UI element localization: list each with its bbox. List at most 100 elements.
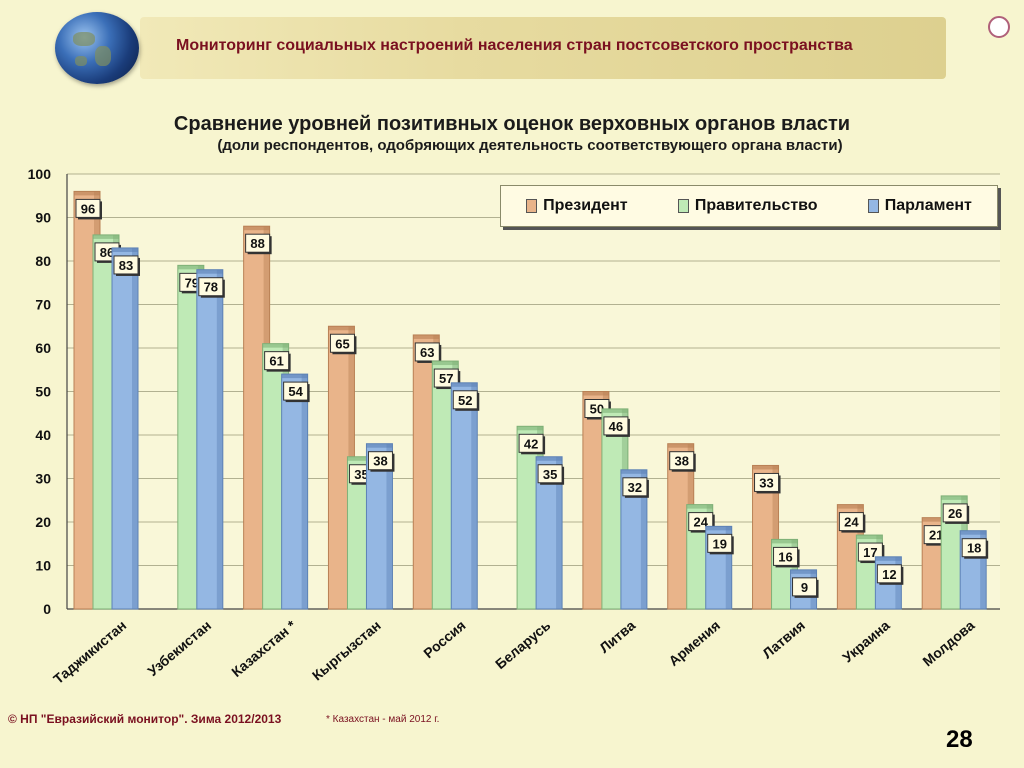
y-tick-label: 0 xyxy=(43,601,51,617)
x-tick-label: Казахстан * xyxy=(228,617,299,680)
data-label: 42 xyxy=(524,436,538,451)
bar-top xyxy=(451,382,478,387)
data-label: 24 xyxy=(844,515,859,530)
bar-top xyxy=(177,265,204,270)
legend-label: Президент xyxy=(543,197,628,214)
data-label: 88 xyxy=(250,236,264,251)
data-label-box xyxy=(603,416,629,436)
legend-label: Правительство xyxy=(694,197,818,214)
bar-top xyxy=(601,408,628,413)
bar-top xyxy=(837,504,864,509)
bar-top xyxy=(196,269,223,274)
data-label-box xyxy=(518,433,544,453)
bar-shade xyxy=(980,530,987,609)
data-label: 63 xyxy=(420,345,434,360)
bar-top xyxy=(281,374,308,379)
data-label-box xyxy=(329,333,355,353)
bar-top xyxy=(667,443,694,448)
bar-top xyxy=(262,343,289,348)
x-tick-label: Таджикистан xyxy=(50,617,129,687)
bar-shade xyxy=(132,247,138,609)
x-tick-label: Украина xyxy=(839,617,893,666)
bar-top xyxy=(328,326,355,331)
data-label: 35 xyxy=(354,467,368,482)
legend-swatch xyxy=(677,199,689,213)
data-label: 38 xyxy=(373,454,387,469)
bar-shade xyxy=(556,456,563,609)
y-tick-label: 20 xyxy=(35,514,51,530)
data-label: 83 xyxy=(119,258,133,273)
bar-top xyxy=(620,469,647,474)
bar-top xyxy=(922,517,949,522)
bar-shade xyxy=(216,269,223,609)
data-label: 52 xyxy=(458,393,472,408)
x-tick-label: Молдова xyxy=(919,617,977,670)
y-tick-label: 40 xyxy=(35,427,51,443)
data-label: 38 xyxy=(674,454,688,469)
data-label-box xyxy=(75,198,101,218)
data-label: 32 xyxy=(628,480,642,495)
data-label: 17 xyxy=(863,545,877,560)
data-label: 16 xyxy=(778,549,792,564)
y-tick-label: 80 xyxy=(35,253,51,269)
data-label: 57 xyxy=(439,371,453,386)
legend-swatch xyxy=(867,199,879,213)
data-label: 54 xyxy=(288,384,303,399)
copyright-text: © НП "Евразийский монитор". Зима 2012/20… xyxy=(8,712,282,726)
bar-top xyxy=(856,535,883,540)
bar-top xyxy=(960,530,987,535)
bar-shade xyxy=(772,465,779,609)
data-label-box xyxy=(792,577,818,597)
data-label-box xyxy=(537,464,563,484)
chart-subtitle: (доли респондентов, одобряющих деятельно… xyxy=(217,137,843,154)
data-label-box xyxy=(245,233,271,253)
legend-item: Правительство xyxy=(677,197,818,215)
bar-top xyxy=(875,556,902,561)
data-label: 96 xyxy=(81,201,95,216)
header-title: Мониторинг социальных настроений населен… xyxy=(176,37,853,54)
bar-top xyxy=(347,456,374,461)
bar-top xyxy=(582,391,609,396)
data-label: 18 xyxy=(967,541,981,556)
bar xyxy=(111,247,139,610)
data-label: 26 xyxy=(948,506,962,521)
data-label: 19 xyxy=(712,536,726,551)
data-label: 33 xyxy=(759,475,773,490)
bar-top xyxy=(790,569,817,574)
y-tick-label: 60 xyxy=(35,340,51,356)
bar-shade xyxy=(471,382,478,609)
bar-top xyxy=(93,234,119,239)
data-label: 78 xyxy=(204,280,218,295)
bar-top xyxy=(366,443,393,448)
data-label-box xyxy=(452,390,478,410)
bar-top xyxy=(517,426,544,431)
globe-icon xyxy=(55,12,139,84)
data-label: 61 xyxy=(269,354,283,369)
y-tick-label: 10 xyxy=(35,558,51,574)
data-label-box xyxy=(264,351,290,371)
bar-top xyxy=(752,465,779,470)
data-label-box xyxy=(876,564,902,584)
page-number: 28 xyxy=(946,726,973,753)
data-label-box xyxy=(622,477,648,497)
y-tick-label: 100 xyxy=(28,166,52,182)
footnote-text: * Казахстан - май 2012 г. xyxy=(326,714,440,725)
bar-top xyxy=(74,191,100,196)
legend-swatch xyxy=(526,199,538,213)
y-tick-label: 90 xyxy=(35,210,51,226)
y-tick-label: 30 xyxy=(35,471,51,487)
bar xyxy=(450,382,478,610)
bar-top xyxy=(432,361,459,366)
x-tick-label: Латвия xyxy=(759,617,808,662)
bar-shade xyxy=(386,443,393,609)
bar-top xyxy=(941,495,968,500)
data-label-box xyxy=(198,277,224,297)
x-tick-label: Беларусь xyxy=(492,617,554,672)
data-label: 12 xyxy=(882,567,896,582)
y-tick-label: 50 xyxy=(35,384,51,400)
data-label-box xyxy=(669,451,695,471)
x-tick-label: Кыргызстан xyxy=(309,617,384,683)
legend-item: Президент xyxy=(526,197,628,215)
data-label: 24 xyxy=(693,515,708,530)
